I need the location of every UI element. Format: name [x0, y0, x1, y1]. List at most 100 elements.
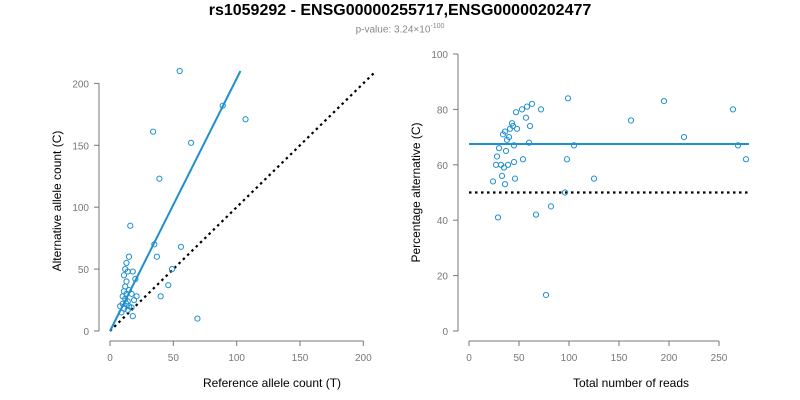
panel2-data-point: [742, 156, 750, 163]
panel2-data-point: [570, 142, 578, 149]
panel2-data-point: [528, 100, 536, 107]
panel2-y-tick-label: 0: [442, 327, 448, 338]
panel1-x-tick-label: 0: [107, 353, 113, 364]
panel1-y-tick-label: 100: [72, 203, 89, 214]
panel1-data-point: [151, 241, 158, 248]
panel2-data-point: [513, 125, 521, 132]
panel2-y-tick-label: 80: [437, 105, 449, 116]
panel2-y-axis-label: Percentage alternative (C): [409, 122, 423, 262]
panel1-data-point: [120, 272, 128, 279]
panel2-data-point: [680, 134, 688, 141]
panel2-data-point: [500, 164, 508, 171]
panel2-data-point: [510, 142, 518, 149]
panel1-y-tick-label: 50: [78, 265, 90, 276]
panel1-y-tick-label: 0: [83, 327, 89, 338]
panel1-data-point: [130, 296, 138, 304]
panel1-data-point: [242, 116, 249, 123]
panel1-data-point: [129, 268, 136, 275]
chart-title: rs1059292 - ENSG00000255717,ENSG00000202…: [208, 2, 592, 19]
panel2-data-point: [590, 175, 598, 182]
p-value-exponent: -100: [430, 23, 445, 30]
panel2-data-point: [495, 145, 503, 152]
panel1-y-tick-label: 150: [72, 141, 89, 152]
panel2-y-tick-label: 20: [437, 272, 449, 283]
panel2-x-tick-label: 50: [513, 353, 525, 364]
panel2-data-point: [627, 117, 635, 124]
panel2-data-point: [526, 122, 534, 130]
panel1-data-point: [123, 278, 130, 285]
panel2-data-point: [505, 134, 513, 141]
panel2-data-point: [508, 120, 516, 127]
panel1-data-point: [133, 293, 140, 300]
panel2-data-point: [522, 114, 530, 121]
panel2-data-point: [493, 153, 501, 160]
panel2-data-point: [494, 214, 502, 221]
panel2-data-point: [729, 106, 737, 113]
panel1-data-point: [149, 128, 157, 135]
panel1-data-point: [157, 293, 164, 300]
panel2-y-tick-label: 40: [437, 216, 449, 227]
panel2-data-point: [547, 203, 555, 210]
panel1-data-point: [123, 259, 130, 267]
panel2-data-point: [492, 161, 500, 168]
panel2-data-point: [564, 95, 572, 102]
panel1-data-point: [125, 253, 133, 260]
panel1-data-point: [156, 175, 163, 182]
panel2-data-point: [501, 128, 509, 135]
panel1-data-point: [120, 305, 128, 312]
panel2-y-tick-label: 100: [431, 50, 448, 61]
panel1-data-point: [219, 102, 226, 109]
panel1-data-point: [165, 282, 172, 289]
panel2-data-point: [509, 122, 517, 130]
panel2-data-point: [532, 211, 540, 218]
panel2-data-point: [502, 147, 510, 155]
chart-subtitle: p-value: 3.24×10-100: [0, 23, 800, 35]
panel2-data-point: [537, 106, 545, 113]
panel1-data-point: [129, 313, 136, 320]
panel2-data-point: [519, 156, 527, 163]
panel2-x-tick-label: 250: [711, 353, 728, 364]
panel2-data-point: [511, 175, 519, 182]
panel2-data-point: [510, 158, 518, 166]
panel1-x-tick-label: 200: [355, 353, 372, 364]
panel1-x-tick-label: 100: [228, 353, 245, 364]
panel1-y-axis-label: Alternative allele count (C): [50, 131, 64, 272]
panel2-data-point: [512, 109, 520, 116]
panel1-fit-line: [109, 70, 242, 332]
panel2-x-tick-label: 150: [611, 353, 628, 364]
panel1-x-axis-label: Reference allele count (T): [203, 376, 341, 390]
panel2-x-tick-label: 200: [661, 353, 678, 364]
panel1-reference-line: [109, 70, 377, 332]
panel1-x-tick-label: 150: [292, 353, 309, 364]
panel1-data-point: [168, 265, 176, 273]
p-value-text: p-value: 3.24×10: [355, 24, 431, 36]
panel2-data-point: [501, 181, 509, 188]
panel1-data-point: [177, 243, 185, 250]
panel1-data-point: [127, 222, 134, 229]
panel1-x-tick-label: 50: [168, 353, 180, 364]
panel2-y-tick-label: 60: [437, 161, 449, 172]
panel2-data-point: [542, 291, 550, 299]
panel2-data-point: [660, 97, 668, 105]
panel2-data-point: [734, 142, 742, 149]
panel1-y-tick-label: 200: [72, 79, 89, 90]
panel2-data-point: [498, 172, 506, 179]
panel1-data-point: [132, 275, 139, 283]
panel2-data-point: [518, 106, 526, 113]
panel1-data-point: [128, 290, 135, 297]
panel2-data-point: [523, 103, 531, 110]
panel2-x-tick-label: 100: [561, 353, 578, 364]
panel1-data-point: [128, 304, 135, 311]
panel2-x-axis-label: Total number of reads: [573, 376, 689, 390]
panel2-data-point: [525, 139, 533, 146]
panel1-data-point: [187, 139, 195, 146]
panel2-data-point: [563, 156, 571, 163]
panel1-data-point: [153, 253, 160, 260]
panel2-data-point: [561, 189, 569, 196]
panel2-data-point: [489, 178, 497, 185]
panel1-data-point: [176, 67, 183, 75]
panel1-data-point: [194, 315, 201, 322]
panel2-x-tick-label: 0: [466, 353, 472, 364]
